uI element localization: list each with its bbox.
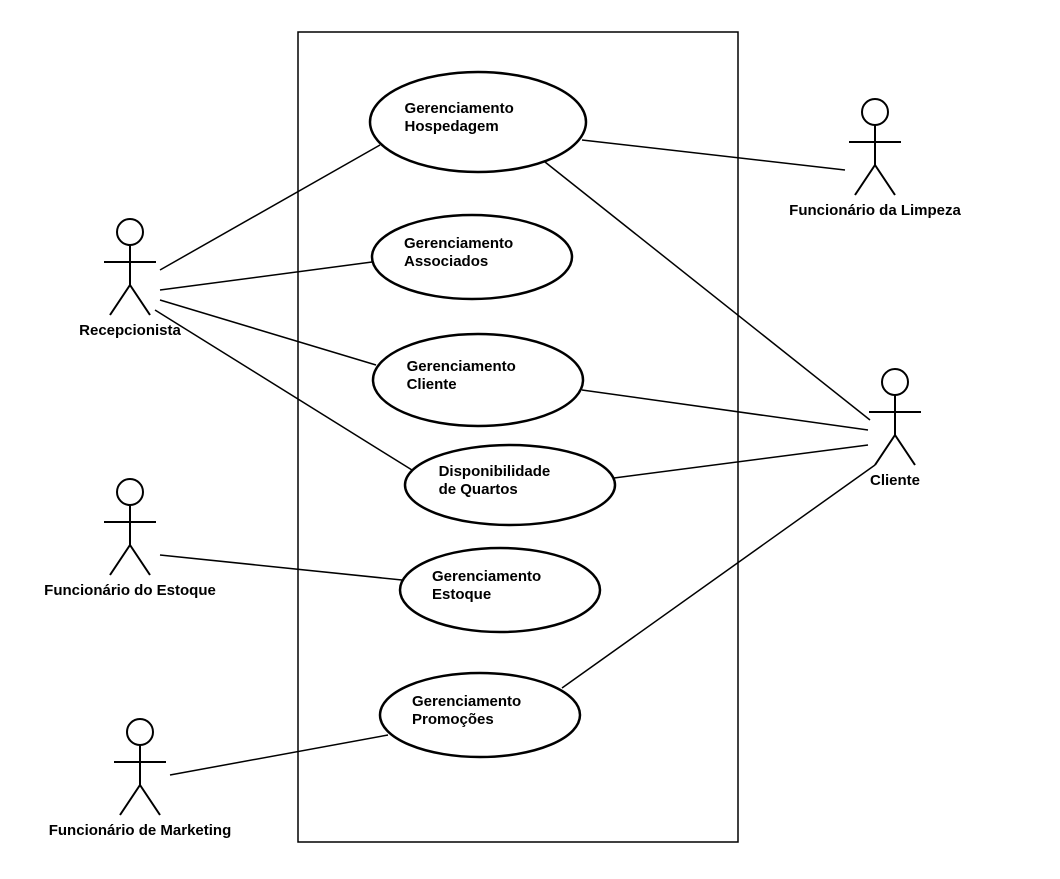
actor-head-icon <box>127 719 153 745</box>
association-edge <box>614 445 868 478</box>
association-edge <box>155 310 412 470</box>
usecase-label: Gerenciamento <box>432 568 541 585</box>
usecase-label: Gerenciamento <box>405 100 514 117</box>
association-edge <box>170 735 388 775</box>
actor-leg <box>895 435 915 465</box>
usecase-label: Promoções <box>412 711 494 728</box>
actor-recepcionista: Recepcionista <box>79 219 181 339</box>
usecase-label: Gerenciamento <box>407 358 516 375</box>
actor-leg <box>110 285 130 315</box>
association-edge <box>582 140 845 170</box>
actor-leg <box>875 435 895 465</box>
actor-func_estoque: Funcionário do Estoque <box>44 479 216 599</box>
actor-label: Funcionário da Limpeza <box>789 202 961 219</box>
usecase-label: Estoque <box>432 586 491 603</box>
usecase-label: Gerenciamento <box>412 693 521 710</box>
association-edge <box>582 390 868 430</box>
usecase-label: Associados <box>404 253 488 270</box>
usecase-uc_associados: GerenciamentoAssociados <box>372 215 572 299</box>
actor-head-icon <box>862 99 888 125</box>
actor-cliente: Cliente <box>869 369 921 489</box>
association-edge <box>160 555 402 580</box>
actor-func_limpeza: Funcionário da Limpeza <box>789 99 961 219</box>
association-edge <box>160 145 380 270</box>
actor-leg <box>120 785 140 815</box>
usecase-uc_cliente: GerenciamentoCliente <box>373 334 583 426</box>
actor-leg <box>130 285 150 315</box>
actor-func_marketing: Funcionário de Marketing <box>49 719 232 839</box>
actor-head-icon <box>882 369 908 395</box>
association-edge <box>160 262 372 290</box>
actor-label: Cliente <box>870 472 920 489</box>
usecase-label: de Quartos <box>439 481 518 498</box>
actor-label: Funcionário do Estoque <box>44 582 216 599</box>
usecase-uc_estoque: GerenciamentoEstoque <box>400 548 600 632</box>
usecase-label: Disponibilidade <box>439 463 551 480</box>
actor-leg <box>130 545 150 575</box>
actor-leg <box>110 545 130 575</box>
usecase-label: Cliente <box>407 376 457 393</box>
usecase-uc_disponibilidade: Disponibilidadede Quartos <box>405 445 615 525</box>
usecase-label: Gerenciamento <box>404 235 513 252</box>
actor-leg <box>875 165 895 195</box>
usecase-shape <box>400 548 600 632</box>
usecase-uc_hospedagem: GerenciamentoHospedagem <box>370 72 586 172</box>
actor-label: Funcionário de Marketing <box>49 822 232 839</box>
actor-head-icon <box>117 479 143 505</box>
usecase-shape <box>373 334 583 426</box>
association-edge <box>545 162 870 420</box>
actor-head-icon <box>117 219 143 245</box>
actor-label: Recepcionista <box>79 322 181 339</box>
actor-leg <box>855 165 875 195</box>
use-case-diagram: GerenciamentoHospedagemGerenciamentoAsso… <box>0 0 1060 879</box>
usecase-uc_promocoes: GerenciamentoPromoções <box>380 673 580 757</box>
actor-leg <box>140 785 160 815</box>
usecase-label: Hospedagem <box>405 118 499 135</box>
